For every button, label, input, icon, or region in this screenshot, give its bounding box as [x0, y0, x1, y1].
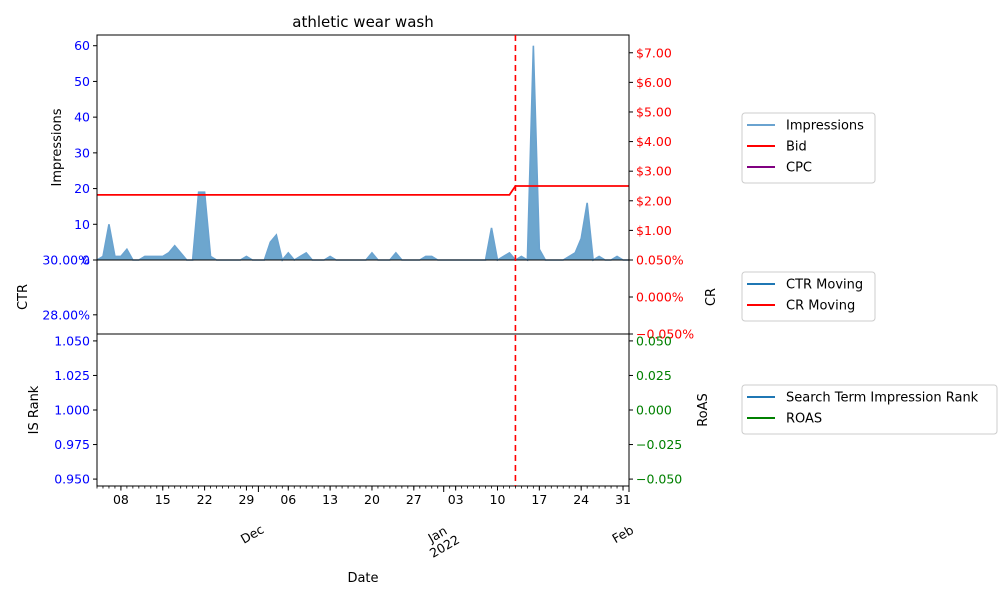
- legend-label: ROAS: [786, 412, 822, 427]
- x-tick-label: 08: [113, 492, 129, 507]
- right-tick-label: 0.050: [636, 333, 672, 348]
- right-tick-label: $3.00: [636, 164, 672, 179]
- right-tick-label: $1.00: [636, 223, 672, 238]
- x-tick-label: 15: [155, 492, 171, 507]
- panel-3: 0.950 0.975 1.000 1.025 1.050 −0.050 −0.025 0.0…: [27, 333, 711, 486]
- right-tick-label: $5.00: [636, 104, 672, 119]
- left-tick-label: 1.050: [54, 333, 90, 348]
- legend-panel-2: CTR Moving CR Moving: [741, 271, 876, 322]
- legend-panel-1: Impressions Bid CPC: [741, 112, 876, 184]
- x-tick-label: 24: [573, 492, 589, 507]
- right-tick-label: $4.00: [636, 134, 672, 149]
- legend-box: [741, 384, 998, 435]
- right-tick-label: −0.050: [636, 472, 682, 487]
- left-tick-label: 28.00%: [42, 307, 90, 322]
- x-tick-label: 20: [364, 492, 380, 507]
- legend-panel-3: Search Term Impression Rank ROAS: [741, 384, 998, 435]
- right-tick-label: 0.050%: [636, 253, 684, 268]
- chart-title: athletic wear wash: [292, 13, 433, 31]
- right-tick-label: 0.000%: [636, 290, 684, 305]
- x-axis-label: Date: [347, 571, 378, 586]
- x-tick-label: 10: [490, 492, 506, 507]
- left-tick-label: 0.950: [54, 472, 90, 487]
- right-tick-label: 0.025: [636, 368, 672, 383]
- x-tick-label: 29: [238, 492, 254, 507]
- x-tick-label: 22: [197, 492, 213, 507]
- legend-label: Bid: [786, 140, 807, 155]
- left-tick-label: 1.000: [54, 403, 90, 418]
- left-tick-label: 20: [74, 181, 90, 196]
- right-axis-label: RoAS: [696, 393, 711, 427]
- left-tick-label: 40: [74, 110, 90, 125]
- right-axis-label: CR: [704, 288, 719, 306]
- right-tick-label: −0.050%: [636, 327, 694, 342]
- bid-line: [97, 185, 629, 196]
- left-axis-label: Impressions: [50, 108, 65, 186]
- x-tick-label: 06: [280, 492, 296, 507]
- left-tick-label: 30.00%: [42, 253, 90, 268]
- right-tick-label: −0.025: [636, 437, 682, 452]
- legend-box: [741, 271, 876, 322]
- x-tick-label: 13: [322, 492, 338, 507]
- left-axis-label: IS Rank: [27, 385, 42, 434]
- panels-layer: 0 10 20 30 40 50 60 $1.00 $2.00 $3.00 $4.00 $5.00 $6…: [16, 34, 719, 487]
- left-tick-label: 0: [82, 253, 90, 268]
- x-tick-label: 27: [406, 492, 422, 507]
- legends-layer: Impressions Bid CPC CTR Moving CR Moving Sear…: [741, 112, 998, 435]
- legend-label: CR Moving: [786, 299, 855, 314]
- left-tick-label: 50: [74, 74, 90, 89]
- right-tick-label: $2.00: [636, 193, 672, 208]
- x-tick-label: 03: [448, 492, 464, 507]
- left-tick-label: 10: [74, 217, 90, 232]
- left-tick-label: 60: [74, 38, 90, 53]
- right-tick-label: 0.000: [636, 403, 672, 418]
- right-tick-label: $7.00: [636, 45, 672, 60]
- legend-label: Impressions: [786, 119, 864, 134]
- legend-label: CPC: [786, 161, 812, 176]
- legend-label: CTR Moving: [786, 278, 863, 293]
- left-tick-label: 30: [74, 145, 90, 160]
- right-tick-label: $6.00: [636, 75, 672, 90]
- left-axis-label: CTR: [16, 284, 31, 310]
- left-tick-label: 0.975: [54, 437, 90, 452]
- left-tick-label: 1.025: [54, 368, 90, 383]
- panel-1: 0 10 20 30 40 50 60 $1.00 $2.00 $3.00 $4.00 $5.00 $6…: [50, 34, 672, 268]
- legend-box: [741, 112, 876, 184]
- x-tick-label: 31: [615, 492, 631, 507]
- x-tick-label: 17: [531, 492, 547, 507]
- legend-label: Search Term Impression Rank: [786, 391, 979, 406]
